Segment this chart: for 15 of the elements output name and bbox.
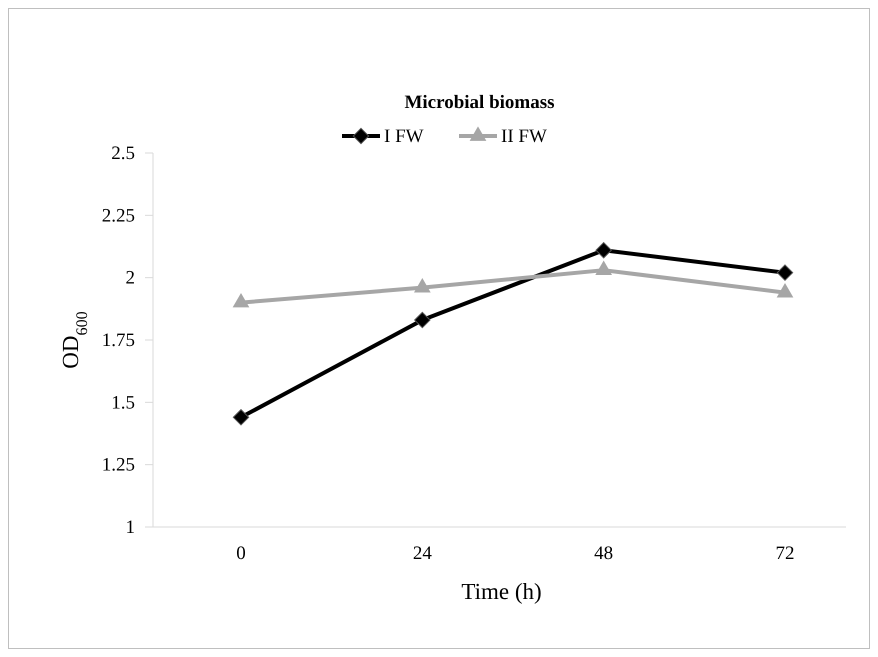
y-tick-label: 1 — [126, 517, 135, 538]
x-tick-label: 0 — [236, 543, 246, 564]
legend-label: II FW — [501, 126, 547, 147]
x-tick-label: 24 — [412, 543, 432, 564]
y-tick-label: 2.5 — [111, 143, 135, 164]
x-tick-label: 48 — [594, 543, 614, 564]
x-axis-title: Time (h) — [461, 579, 542, 604]
legend-label: I FW — [384, 126, 424, 147]
y-tick-label: 1.75 — [102, 330, 135, 351]
chart-title: Microbial biomass — [404, 92, 555, 113]
y-tick-label: 1.5 — [111, 392, 135, 414]
y-tick-label: 2.25 — [102, 205, 135, 226]
y-tick-label: 1.25 — [102, 454, 135, 476]
x-tick-label: 72 — [776, 543, 794, 564]
y-tick-label: 2 — [126, 268, 135, 289]
